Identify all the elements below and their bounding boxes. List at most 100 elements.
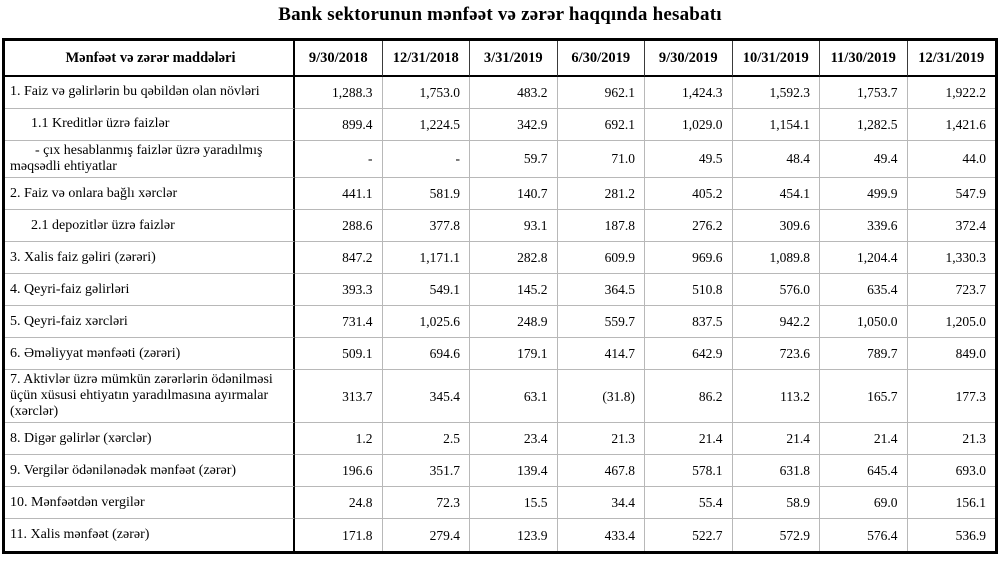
value-cell: 1,224.5 [382, 109, 470, 141]
value-cell: 1,204.4 [820, 242, 908, 275]
value-cell: 433.4 [558, 519, 645, 552]
row-label-cell: 6. Əməliyyat mənfəəti (zərəri) [5, 338, 295, 371]
value-cell: 279.4 [383, 519, 470, 552]
value-cell: 177.3 [907, 370, 995, 424]
value-cell: 1,922.2 [907, 77, 995, 109]
table-row: - çıx hesablanmış faizlər üzrə yaradılmı… [5, 141, 995, 179]
value-cell: 58.9 [732, 487, 820, 520]
value-cell: 578.1 [645, 455, 733, 488]
value-cell: 1,205.0 [907, 306, 995, 339]
row-label-cell: 9. Vergilər ödənilənədək mənfəət (zərər) [5, 455, 295, 488]
value-cell: 645.4 [820, 455, 908, 488]
table-row: 10. Mənfəətdən vergilər 24.8 72.3 15.5 34.4 5… [5, 487, 995, 520]
value-cell: 145.2 [470, 274, 558, 307]
value-cell: 969.6 [645, 242, 733, 275]
row-label: 7. Aktivlər üzrə mümkün zərərlərin ödəni… [10, 372, 273, 420]
table-row: 6. Əməliyyat mənfəəti (zərəri) 509.1 694.6… [5, 338, 995, 371]
row-label-cell: 10. Mənfəətdən vergilər [5, 487, 295, 520]
value-cell: 281.2 [557, 178, 645, 211]
value-cell: 393.3 [295, 274, 383, 307]
row-label-cell: 4. Qeyri-faiz gəlirləri [5, 274, 295, 307]
value-cell: 522.7 [645, 519, 733, 552]
value-cell: 1,089.8 [732, 242, 820, 275]
header-items-label: Mənfəət və zərər maddələri [65, 49, 236, 66]
value-cell: 21.4 [732, 423, 820, 456]
value-cell: 789.7 [820, 338, 908, 371]
value-cell: 69.0 [820, 487, 908, 520]
value-cell: 276.2 [645, 210, 733, 243]
value-cell: 59.7 [470, 141, 558, 179]
value-cell: 1,753.7 [820, 77, 908, 109]
value-cell: 499.9 [820, 178, 908, 211]
value-cell: 1,050.0 [820, 306, 908, 339]
value-cell: 21.3 [557, 423, 645, 456]
value-cell: 187.8 [557, 210, 645, 243]
value-cell: 1,025.6 [382, 306, 470, 339]
value-cell: 1,288.3 [295, 77, 383, 109]
table-row: 8. Digər gəlirlər (xərclər) 1.2 2.5 23.4 21.… [5, 423, 995, 456]
value-cell: - [295, 141, 383, 179]
value-cell: 196.6 [295, 455, 383, 488]
value-cell: 1,330.3 [907, 242, 995, 275]
table-row: 11. Xalis mənfəət (zərər) 171.8 279.4 123.9… [5, 519, 995, 552]
value-cell: 165.7 [820, 370, 908, 424]
value-cell: 899.4 [295, 109, 383, 141]
row-label: 11. Xalis mənfəət (zərər) [10, 527, 150, 543]
value-cell: 549.1 [382, 274, 470, 307]
table-row: 1.1 Kreditlər üzrə faizlər 899.4 1,224.5 34… [5, 109, 995, 141]
value-cell: 309.6 [732, 210, 820, 243]
value-cell: 693.0 [907, 455, 995, 488]
value-cell: 1,029.0 [645, 109, 733, 141]
header-date-cell: 11/30/2019 [820, 41, 908, 77]
table-row: 3. Xalis faiz gəliri (zərəri) 847.2 1,171.… [5, 242, 995, 275]
table-row: 2.1 depozitlər üzrə faizlər 288.6 377.8 93.… [5, 210, 995, 243]
value-cell: 44.0 [907, 141, 995, 179]
value-cell: 692.1 [557, 109, 645, 141]
value-cell: 21.4 [645, 423, 733, 456]
row-label-cell: 11. Xalis mənfəət (zərər) [5, 519, 295, 552]
row-label: 1.1 Kreditlər üzrə faizlər [31, 116, 170, 132]
value-cell: 23.4 [470, 423, 558, 456]
value-cell: 288.6 [295, 210, 383, 243]
value-cell: 576.4 [820, 519, 908, 552]
value-cell: 962.1 [557, 77, 645, 109]
value-cell: 536.9 [955, 527, 986, 543]
table-row: 4. Qeyri-faiz gəlirləri 393.3 549.1 145.2 36… [5, 274, 995, 307]
value-cell: 93.1 [470, 210, 558, 243]
value-cell: 1.2 [295, 423, 383, 456]
row-label: 8. Digər gəlirlər (xərclər) [10, 430, 152, 446]
value-cell: 572.9 [733, 519, 820, 552]
table-row: 5. Qeyri-faiz xərcləri 731.4 1,025.6 248.9 5… [5, 306, 995, 339]
header-date-cell: 12/31/2018 [382, 41, 470, 77]
value-cell: 723.6 [732, 338, 820, 371]
value-cell: 156.1 [907, 487, 995, 520]
row-label-cell: 2.1 depozitlər üzrə faizlər [5, 210, 295, 243]
value-cell: 837.5 [645, 306, 733, 339]
value-cell: 405.2 [645, 178, 733, 211]
value-cell: 731.4 [295, 306, 383, 339]
value-cell: 631.8 [732, 455, 820, 488]
value-cell: 723.7 [907, 274, 995, 307]
value-cell: 454.1 [732, 178, 820, 211]
value-cell: 1,753.0 [382, 77, 470, 109]
row-label-cell: 8. Digər gəlirlər (xərclər) [5, 423, 295, 456]
row-label: 2.1 depozitlər üzrə faizlər [31, 217, 175, 233]
value-cell: 2.5 [382, 423, 470, 456]
value-cell: 48.4 [732, 141, 820, 179]
value-cell: 576.0 [732, 274, 820, 307]
row-label: 1. Faiz və gəlirlərin bu qəbildən olan n… [10, 84, 260, 100]
value-cell: 171.8 [295, 519, 383, 552]
value-cell: 635.4 [820, 274, 908, 307]
value-cell: 71.0 [557, 141, 645, 179]
value-cell: 49.5 [645, 141, 733, 179]
value-cell: 581.9 [382, 178, 470, 211]
value-cell: 21.3 [907, 423, 995, 456]
table-header-row: Mənfəət və zərər maddələri 9/30/2018 12/… [5, 41, 995, 77]
value-cell: 123.9 [470, 519, 558, 552]
row-label-cell: - çıx hesablanmış faizlər üzrə yaradılmı… [5, 141, 295, 179]
row-label: 9. Vergilər ödənilənədək mənfəət (zərər) [10, 462, 237, 478]
value-cell: 140.7 [470, 178, 558, 211]
header-date-cell: 3/31/2019 [470, 41, 558, 77]
value-cell: 694.6 [382, 338, 470, 371]
